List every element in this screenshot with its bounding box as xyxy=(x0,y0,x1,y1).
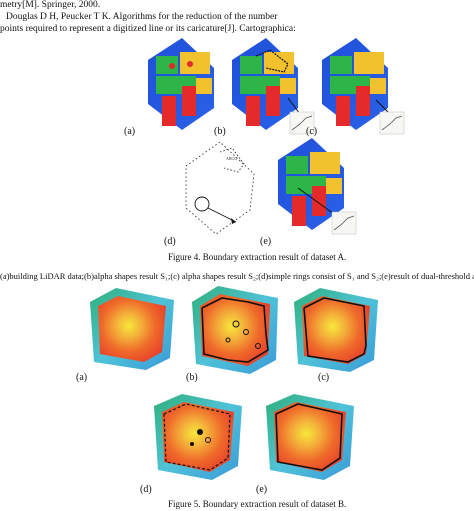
figure5-panel-e xyxy=(262,392,358,482)
figure4-label-d: (d) xyxy=(164,236,176,247)
figure4-label-c: (c) xyxy=(306,126,318,137)
reference-line-2: Douglas D H, Peucker T K. Algorithms for… xyxy=(6,12,278,22)
figure4-panel-b xyxy=(226,38,316,136)
figure5-caption: Figure 5. Boundary extraction result of … xyxy=(168,499,347,509)
figure5-panel-a xyxy=(86,286,178,372)
figure4-caption: Figure 4. Boundary extraction result of … xyxy=(168,252,347,262)
reference-line-3: points required to represent a digitized… xyxy=(0,24,296,34)
figure5-label-e: (e) xyxy=(256,484,268,495)
figure4-panel-d: ABCD xyxy=(180,138,266,238)
figure5-panel-d xyxy=(150,392,246,482)
figure5-label-b: (b) xyxy=(186,372,198,383)
svg-text:ABCD: ABCD xyxy=(226,156,237,161)
figure5-panel-b xyxy=(188,284,284,376)
figure4-panel-e xyxy=(272,138,358,238)
figure5-panel-c xyxy=(290,286,382,374)
figure4-panel-a xyxy=(142,38,216,130)
figure5-label-d: (d) xyxy=(140,484,152,495)
figure5-label-a: (a) xyxy=(76,372,88,383)
figure4-panel-c xyxy=(316,38,406,136)
reference-line-1: metry[M]. Springer, 2000. xyxy=(0,0,101,10)
figure4-label-b: (b) xyxy=(214,126,226,137)
figure4-label-e: (e) xyxy=(260,236,272,247)
figure4-description: (a)building LiDAR data;(b)alpha shapes r… xyxy=(0,271,474,281)
figure4-label-a: (a) xyxy=(124,126,136,137)
figure5-label-c: (c) xyxy=(318,372,330,383)
